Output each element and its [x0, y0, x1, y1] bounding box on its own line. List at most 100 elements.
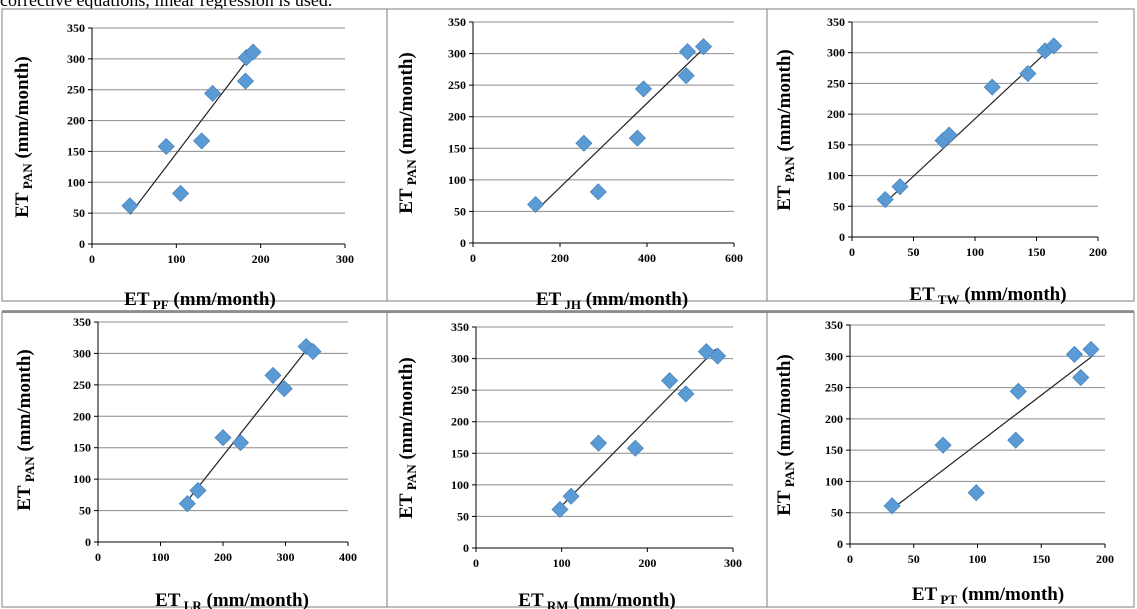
- data-point: [694, 38, 713, 56]
- x-tick-label: 200: [252, 252, 270, 266]
- chart-panel-5: 0 50 100 150 200 250 300 350 0 100 200 300 ET RM (mm…: [386, 311, 768, 609]
- data-point: [1009, 382, 1027, 400]
- x-tick-label: 200: [551, 251, 569, 265]
- data-point: [1019, 65, 1037, 83]
- x-tick-label: 600: [725, 251, 743, 265]
- data-point: [883, 497, 901, 515]
- data-point: [1082, 340, 1100, 358]
- y-tick-label: 350: [451, 320, 469, 334]
- x-axis-label: ET TW (mm/month): [909, 284, 1066, 307]
- y-tick-label: 350: [67, 21, 85, 35]
- y-tick-label: 200: [825, 412, 843, 426]
- x-tick-label: 0: [470, 251, 476, 265]
- panel-frame: [766, 311, 1135, 608]
- data-point: [1045, 37, 1063, 55]
- y-tick-label: 0: [463, 541, 469, 555]
- x-tick-label: 300: [277, 550, 295, 564]
- y-tick-label: 250: [448, 78, 466, 92]
- y-tick-label: 0: [85, 535, 91, 549]
- data-point: [1065, 345, 1083, 363]
- trendline: [534, 48, 704, 212]
- x-axis-label: ET RM (mm/month): [518, 590, 675, 609]
- y-tick-label: 350: [825, 318, 843, 332]
- y-axis-label: ET PAN (mm/month): [774, 354, 797, 516]
- y-tick-label: 350: [827, 15, 845, 29]
- chart-panel-2: 0 50 100 150 200 250 300 350 0 200 400 600 ET JH (mm…: [386, 8, 768, 312]
- x-tick-label: 0: [847, 552, 853, 566]
- x-tick-label: 150: [1028, 245, 1046, 259]
- x-tick-label: 0: [473, 556, 479, 570]
- data-point: [562, 487, 580, 505]
- y-tick-label: 100: [825, 474, 843, 488]
- data-point: [677, 385, 695, 403]
- data-point: [178, 495, 196, 513]
- y-tick-label: 300: [451, 352, 469, 366]
- y-tick-label: 150: [827, 138, 845, 152]
- trendline: [559, 348, 717, 509]
- x-tick-label: 50: [908, 552, 920, 566]
- x-tick-label: 200: [1089, 245, 1107, 259]
- x-tick-label: 200: [1096, 552, 1114, 566]
- x-tick-label: 100: [152, 550, 170, 564]
- data-point: [709, 347, 727, 365]
- chart-panel-1: 0 50 100 150 200 250 300 350 0 100 200 300 ET PF (mm…: [1, 8, 388, 312]
- data-point: [551, 500, 569, 519]
- x-tick-label: 200: [214, 550, 232, 564]
- y-tick-label: 150: [451, 446, 469, 460]
- panel-frame: [1, 311, 388, 608]
- y-tick-label: 350: [448, 15, 466, 29]
- data-point: [677, 67, 695, 85]
- y-tick-label: 300: [73, 346, 91, 360]
- data-point: [934, 436, 952, 454]
- y-tick-label: 0: [79, 237, 85, 251]
- x-axis-label: ET LR (mm/month): [155, 590, 309, 609]
- data-point: [193, 132, 211, 150]
- y-tick-label: 150: [448, 141, 466, 155]
- data-point: [275, 380, 293, 398]
- y-tick-label: 250: [451, 383, 469, 397]
- caption-text: corrective equations, linear regression …: [0, 0, 1137, 9]
- y-tick-label: 200: [451, 415, 469, 429]
- y-tick-label: 300: [825, 349, 843, 363]
- y-tick-label: 300: [448, 47, 466, 61]
- y-tick-label: 50: [833, 199, 845, 213]
- data-point: [983, 78, 1001, 96]
- x-tick-label: 300: [336, 252, 354, 266]
- x-tick-label: 400: [339, 550, 357, 564]
- y-tick-label: 250: [73, 378, 91, 392]
- trendline: [188, 342, 313, 500]
- y-tick-label: 100: [451, 478, 469, 492]
- data-point: [661, 372, 679, 390]
- data-point: [634, 80, 653, 98]
- y-tick-label: 200: [448, 110, 466, 124]
- y-axis-label: ET PAN (mm/month): [774, 49, 797, 211]
- chart-panel-4: 0 50 100 150 200 250 300 350 0 100 200 300 400 ET LR …: [1, 311, 388, 609]
- data-point: [589, 434, 608, 452]
- y-tick-label: 250: [827, 76, 845, 90]
- panel-frame: [1, 8, 388, 302]
- y-axis-label: ET PAN (mm/month): [396, 357, 419, 519]
- y-tick-label: 50: [831, 506, 843, 520]
- data-point: [628, 129, 646, 147]
- data-point: [236, 72, 255, 90]
- y-tick-label: 50: [79, 504, 91, 518]
- x-tick-label: 100: [969, 552, 987, 566]
- data-point: [1007, 431, 1025, 449]
- x-tick-label: 50: [908, 245, 920, 259]
- y-tick-label: 100: [827, 169, 845, 183]
- chart-panel-3: 0 50 100 150 200 250 300 350 0 50 100 150 200 ET TW (…: [766, 8, 1135, 307]
- x-tick-label: 400: [638, 251, 656, 265]
- trendline: [891, 355, 1093, 510]
- y-tick-label: 100: [73, 472, 91, 486]
- data-point: [214, 429, 232, 447]
- y-tick-label: 200: [827, 107, 845, 121]
- y-tick-label: 150: [73, 441, 91, 455]
- data-point: [304, 342, 322, 361]
- x-tick-label: 200: [638, 556, 656, 570]
- y-tick-label: 0: [460, 236, 466, 250]
- y-tick-label: 150: [67, 144, 85, 158]
- y-tick-label: 300: [67, 52, 85, 66]
- data-point: [527, 195, 545, 214]
- y-tick-label: 200: [67, 114, 85, 128]
